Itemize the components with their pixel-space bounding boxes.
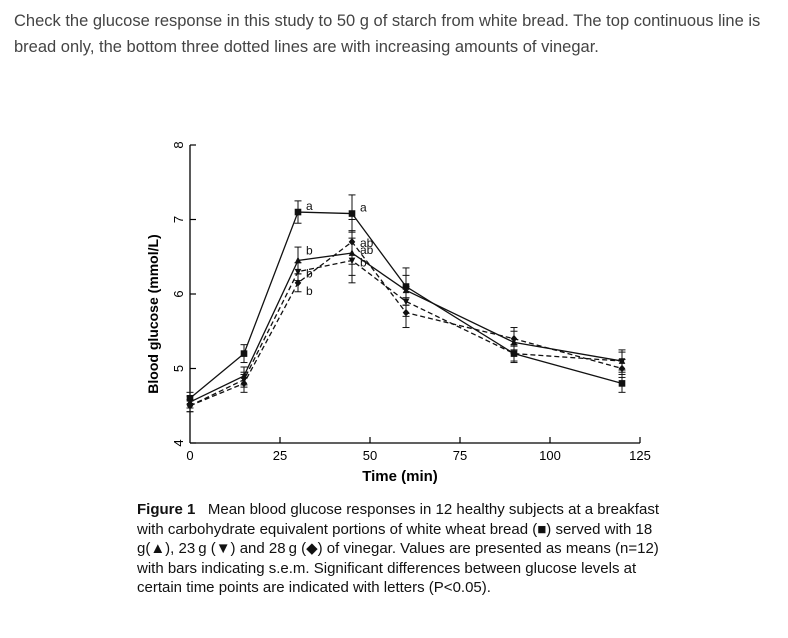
significance-label: ab	[360, 243, 374, 257]
series-diamond: bab	[186, 219, 626, 413]
x-tick-label: 75	[453, 448, 467, 463]
caption-label: Figure 1	[137, 501, 196, 518]
y-tick-label: 5	[171, 365, 186, 372]
chart-axes: 4 5 6 7 8 0 25 50 75 100 125	[171, 141, 651, 463]
y-tick-label: 7	[171, 216, 186, 223]
x-tick-label: 100	[539, 448, 561, 463]
significance-label: a	[360, 201, 367, 215]
data-point-triangle-down	[294, 268, 302, 276]
intro-text: Check the glucose response in this study…	[14, 12, 761, 56]
data-point-diamond	[618, 364, 626, 373]
data-point-triangle-down	[510, 350, 518, 358]
data-point-diamond	[240, 379, 248, 388]
data-point-square	[294, 208, 302, 216]
significance-label: b	[306, 243, 313, 257]
significance-label: b	[360, 255, 367, 269]
significance-label: ab	[360, 236, 374, 250]
x-tick-label: 50	[363, 448, 377, 463]
data-point-diamond	[348, 238, 356, 246]
figure-caption: Figure 1 Mean blood glucose responses in…	[137, 500, 682, 598]
data-point-diamond	[510, 334, 518, 343]
y-axis-label: Blood glucose (mmol/L)	[145, 234, 161, 393]
caption-text: Mean blood glucose responses in 12 healt…	[137, 501, 659, 596]
y-tick-label: 4	[171, 439, 186, 446]
x-axis-label: Time (min)	[362, 468, 438, 485]
data-point-diamond	[294, 279, 302, 287]
significance-label: b	[306, 284, 313, 298]
data-point-square	[618, 380, 626, 387]
data-point-diamond	[402, 308, 410, 317]
data-point-square	[348, 210, 356, 217]
data-point-diamond	[186, 401, 194, 410]
x-tick-label: 0	[186, 448, 193, 463]
y-tick-label: 6	[171, 290, 186, 297]
x-tick-label: 25	[273, 448, 287, 463]
y-tick-label: 8	[171, 141, 186, 148]
significance-label: a	[306, 199, 313, 213]
data-point-triangle-up	[294, 256, 302, 264]
x-tick-label: 125	[629, 448, 651, 463]
data-point-square	[240, 350, 248, 357]
